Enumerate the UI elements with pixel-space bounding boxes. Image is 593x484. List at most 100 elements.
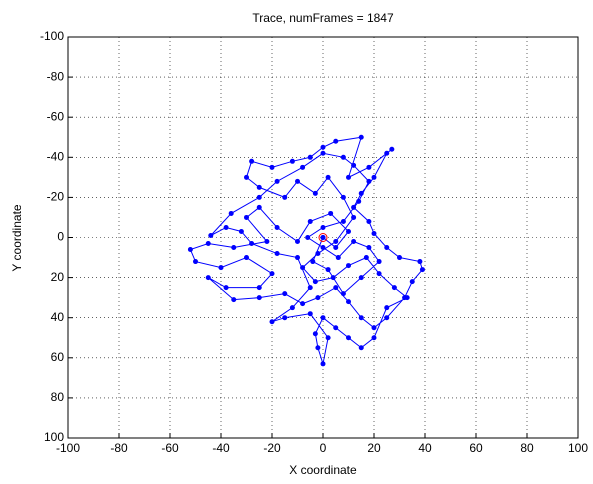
trace-point (419, 267, 425, 273)
x-tick-label: -60 (161, 441, 179, 455)
trace-point (256, 295, 262, 301)
trace-point (256, 285, 262, 291)
trace-point (351, 204, 357, 210)
trace-point (371, 230, 377, 236)
trace-point (307, 218, 313, 224)
trace-point (358, 315, 364, 321)
trace-point (289, 158, 295, 164)
trace-point (315, 251, 321, 257)
trace-point (256, 194, 262, 200)
trace-point (310, 259, 316, 265)
trace-point (205, 275, 211, 281)
trace-point (351, 162, 357, 168)
trace-point (282, 291, 288, 297)
trace-point (358, 275, 364, 281)
trace-point (300, 265, 306, 271)
trace-point (269, 271, 275, 277)
trace-point (371, 335, 377, 341)
trace-point (346, 263, 351, 269)
trace-point (346, 228, 351, 234)
trace-point (307, 311, 313, 317)
trace-point (409, 279, 415, 285)
trace-point (358, 134, 364, 140)
trace-point (371, 174, 377, 180)
y-tick-label: 0 (57, 230, 64, 244)
y-tick-label: -40 (47, 149, 65, 163)
trace-point (256, 204, 262, 210)
trace-point (351, 239, 357, 245)
trace-point (376, 271, 382, 277)
trace-point (397, 255, 402, 261)
trace-point (363, 255, 369, 261)
x-tick-label: 40 (418, 441, 432, 455)
y-tick-label: 80 (51, 390, 65, 404)
plot-frame (67, 36, 579, 439)
origin-marker (318, 233, 328, 242)
trace-point (256, 184, 262, 190)
trace-point (244, 214, 249, 220)
trace-point (223, 285, 229, 291)
trace-point (205, 241, 211, 247)
trace-point (346, 335, 351, 341)
trace-point (320, 224, 326, 230)
trace-point (330, 275, 336, 281)
trace-point (300, 301, 306, 307)
trace-point (346, 174, 351, 180)
trace-point (358, 345, 364, 351)
chart-title: Trace, numFrames = 1847 (252, 11, 394, 25)
trace-point (333, 138, 339, 144)
trace-point (307, 285, 313, 291)
trace-point (269, 164, 275, 170)
trace-point (282, 315, 288, 321)
trace-point (366, 245, 372, 251)
trace-point (340, 154, 346, 160)
trace-point (389, 146, 395, 152)
trace-point (295, 239, 300, 245)
trace-point (376, 259, 382, 265)
trace-point (391, 285, 397, 291)
trace-point (366, 178, 372, 184)
trace-point (356, 198, 362, 204)
x-axis-label: X coordinate (289, 463, 357, 477)
y-tick-label: -20 (47, 190, 65, 204)
trace-point (208, 232, 214, 238)
trace-point (325, 335, 331, 341)
x-tick-label: 0 (320, 441, 327, 455)
y-tick-label: -100 (40, 29, 64, 43)
trace-point (274, 224, 280, 230)
trace-point (320, 315, 326, 321)
trace-point (274, 251, 280, 257)
x-tick-label: 60 (469, 441, 483, 455)
trace-point (320, 144, 326, 150)
trace-point (238, 228, 244, 234)
trace-point (346, 299, 351, 305)
trace-point (340, 194, 346, 200)
x-tick-label: 80 (520, 441, 534, 455)
trace-point (320, 150, 326, 156)
y-tick-label: -80 (47, 69, 65, 83)
y-tick-label: 100 (44, 430, 64, 444)
trace-point (228, 210, 234, 216)
trace-point (289, 305, 295, 311)
trace-point (315, 345, 321, 351)
trace-point (249, 158, 255, 164)
trace-point (223, 224, 229, 230)
y-tick-label: 20 (51, 270, 65, 284)
trace-point (312, 190, 318, 196)
trace-point (371, 325, 377, 331)
trace-point (312, 279, 318, 285)
y-tick-label: 60 (51, 350, 65, 364)
trace-point (325, 174, 331, 180)
x-tick-label: 20 (367, 441, 381, 455)
trace-point (244, 255, 249, 261)
trace-point (320, 361, 326, 367)
y-tick-label: -60 (47, 109, 65, 123)
trace-point (231, 297, 237, 303)
trace-point (340, 218, 346, 224)
trace-point (249, 241, 255, 247)
trace-point (244, 174, 249, 180)
trace-point (404, 295, 410, 301)
trace-point (384, 315, 390, 321)
